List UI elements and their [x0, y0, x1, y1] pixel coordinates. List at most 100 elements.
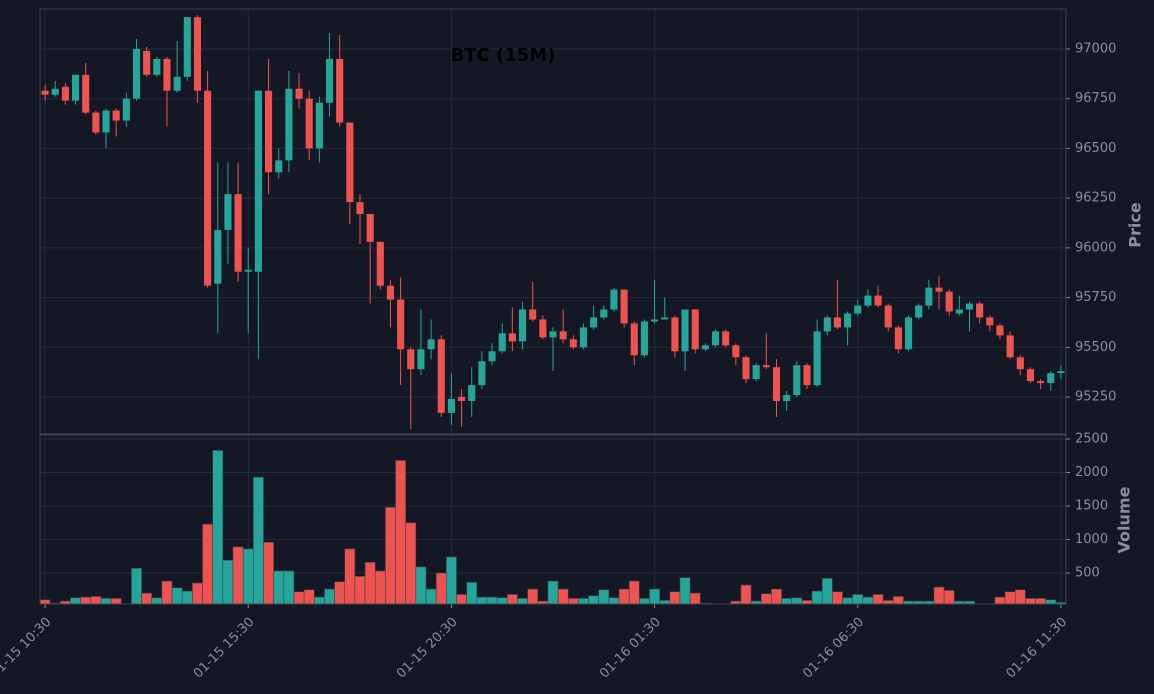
- candle-body: [82, 74, 90, 113]
- candle-body: [742, 357, 750, 380]
- volume-bar: [39, 599, 51, 605]
- candle-body: [884, 305, 892, 328]
- candle-body: [183, 17, 191, 77]
- volume-bar: [192, 582, 203, 605]
- candle-body: [752, 365, 760, 380]
- candle-body: [783, 395, 791, 401]
- volume-bar: [811, 590, 823, 605]
- candle-body: [447, 398, 455, 413]
- volume-bar: [80, 596, 92, 605]
- y-tick-label: 2000: [1075, 465, 1108, 480]
- candle-body: [691, 309, 699, 350]
- candle-body: [376, 241, 384, 286]
- candle-body: [996, 325, 1004, 336]
- volume-bar: [517, 598, 528, 605]
- candle-body: [1047, 373, 1055, 384]
- candle-body: [864, 295, 872, 306]
- candle-body: [813, 331, 821, 386]
- volume-bar: [303, 589, 315, 605]
- candle-body: [945, 291, 953, 312]
- candle-body: [325, 58, 334, 103]
- volume-bar: [1035, 598, 1046, 605]
- candle-body: [681, 309, 689, 352]
- candle-body: [610, 289, 618, 310]
- candle-body: [651, 319, 659, 322]
- candle-body: [854, 305, 862, 314]
- volume-bar: [181, 590, 193, 605]
- candle-body: [508, 333, 516, 342]
- candle-body: [468, 385, 476, 401]
- volume-bar: [882, 600, 894, 605]
- y-axis-label: Price: [1126, 202, 1145, 248]
- candle-body: [1016, 357, 1024, 370]
- candle-body: [579, 327, 588, 348]
- candle-body: [701, 345, 709, 350]
- candle-body: [722, 331, 730, 346]
- volume-bar: [801, 600, 813, 605]
- volume-bar: [994, 596, 1006, 605]
- candle-body: [244, 269, 252, 272]
- candle-body: [254, 90, 262, 272]
- candle-body: [92, 112, 100, 133]
- candle-body: [386, 285, 395, 300]
- candle-body: [336, 58, 344, 123]
- volume-bar: [771, 588, 782, 605]
- candle-body: [630, 323, 638, 356]
- volume-bar: [90, 596, 102, 605]
- volume-bar: [385, 507, 396, 605]
- candle-body: [427, 339, 435, 350]
- candle-body: [102, 110, 110, 133]
- volume-bar: [110, 598, 122, 605]
- candle-body: [569, 339, 577, 348]
- candle-body: [935, 287, 943, 292]
- volume-bar: [354, 576, 366, 605]
- volume-bar: [689, 592, 701, 605]
- candle-body: [71, 74, 80, 101]
- volume-bar: [446, 556, 457, 605]
- volume-bar: [415, 566, 427, 605]
- candle-body: [529, 309, 537, 320]
- volume-bar: [1045, 599, 1057, 605]
- candle-body: [153, 58, 161, 75]
- candle-body: [61, 86, 69, 101]
- volume-bar: [791, 597, 803, 605]
- volume-bar: [395, 460, 407, 605]
- chart-title: BTC (15M): [451, 45, 556, 66]
- candle-body: [214, 229, 222, 284]
- volume-bar: [588, 595, 600, 605]
- candle-body: [844, 313, 852, 328]
- volume-bar: [842, 597, 853, 605]
- candle-body: [305, 98, 313, 149]
- candle-body: [488, 351, 496, 362]
- candle-body: [833, 317, 841, 328]
- y-tick-label: 1500: [1075, 499, 1108, 514]
- candle-body: [620, 289, 628, 324]
- volume-bar: [486, 596, 498, 605]
- candle-body: [904, 317, 913, 350]
- y-tick-label: 95750: [1075, 290, 1116, 305]
- volume-bar: [476, 596, 488, 605]
- candle-body: [366, 214, 374, 242]
- volume-bar: [496, 597, 508, 605]
- volume-bar: [557, 588, 569, 605]
- candle-body: [600, 309, 608, 318]
- volume-bar: [232, 546, 244, 605]
- volume-bar: [425, 588, 437, 605]
- volume-bar: [506, 594, 518, 605]
- candle-body: [711, 331, 720, 346]
- candle-body: [986, 317, 994, 326]
- volume-bar: [242, 548, 254, 605]
- y-tick-label: 500: [1075, 565, 1100, 580]
- volume-bar: [273, 570, 285, 605]
- candle-body: [437, 339, 445, 413]
- volume-bar: [669, 591, 681, 605]
- candle-body: [346, 122, 354, 203]
- volume-bar: [760, 593, 772, 605]
- volume-bar: [567, 598, 579, 605]
- candle-body: [894, 327, 902, 350]
- candle-body: [793, 365, 801, 396]
- volume-bar: [547, 580, 559, 605]
- y-tick-label: 95250: [1075, 390, 1116, 405]
- candle-body: [234, 194, 242, 272]
